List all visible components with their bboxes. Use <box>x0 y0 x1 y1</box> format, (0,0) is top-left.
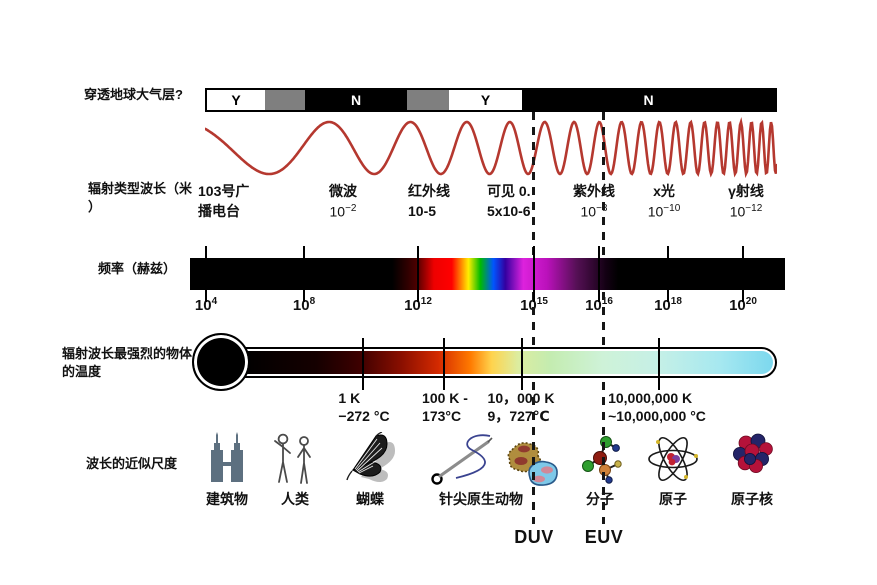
temp-tick <box>443 338 445 390</box>
temperature-thermometer-tube <box>238 347 777 378</box>
butterfly-icon <box>346 432 395 482</box>
freq-tick <box>667 246 669 302</box>
freq-tick <box>417 246 419 302</box>
scale-item-label: 人类 <box>281 491 309 507</box>
freq-tick-label: 1012 <box>404 296 432 314</box>
temp-tick-label: 1 K −272 °C <box>338 390 390 424</box>
band-visible: 可见 0. 5x10-6 <box>487 183 531 219</box>
temp-tick <box>362 338 364 390</box>
freq-tick-label: 1018 <box>654 296 682 314</box>
band-gamma: γ射线 10−12 <box>728 183 764 220</box>
molecule-icon <box>582 436 622 484</box>
humans-icon <box>274 433 311 484</box>
freq-tick <box>533 246 535 302</box>
temp-tick-label: 100 K - 173°C <box>422 390 468 424</box>
atmosphere-penetration-bar: Y N Y N <box>205 88 777 112</box>
segment-no: N <box>522 90 775 110</box>
band-radio: 103号广 播电台 <box>198 183 250 219</box>
band-infrared: 红外线 10-5 <box>408 183 450 219</box>
atom-icon <box>648 436 698 482</box>
segment-partial <box>407 90 449 110</box>
nucleus-icon <box>733 433 773 473</box>
needle-protozoa-icon <box>431 434 558 486</box>
frequency-row-label: 频率（赫兹） <box>98 261 177 276</box>
wavelength-chirp-wave <box>203 111 779 183</box>
euv-marker-line <box>602 112 605 524</box>
scale-item-label: 分子 <box>586 491 614 507</box>
band-microwave: 微波 10−2 <box>329 183 357 220</box>
scale-row-label: 波长的近似尺度 <box>86 456 178 471</box>
freq-tick <box>205 246 207 302</box>
temperature-gradient <box>242 351 773 374</box>
freq-tick <box>598 246 600 302</box>
band-ultraviolet: 紫外线 10−8 <box>573 183 615 220</box>
segment-no: N <box>305 90 407 110</box>
scale-item-label: 原子 <box>659 491 687 507</box>
scale-item-label: 原子核 <box>731 491 773 507</box>
atmosphere-row-label: 穿透地球大气层? <box>84 87 183 102</box>
freq-tick <box>742 246 744 302</box>
segment-partial <box>265 90 305 110</box>
segment-yes: Y <box>449 90 522 110</box>
buildings-icon <box>211 432 243 482</box>
temp-tick-label: 10，000 K 9，727℃ <box>487 390 555 424</box>
band-xray: x光 10−10 <box>647 183 681 220</box>
freq-tick-label: 1020 <box>729 296 757 314</box>
duv-label: DUV <box>514 527 554 547</box>
thermometer-bulb-icon <box>192 333 250 391</box>
scale-item-label: 蝴蝶 <box>356 491 384 507</box>
duv-marker-line <box>532 112 535 524</box>
temp-tick <box>521 338 523 390</box>
freq-tick-label: 104 <box>194 296 218 314</box>
radiation-row-label: 辐射类型波长（米 ） <box>88 181 193 214</box>
freq-tick-label: 108 <box>292 296 316 314</box>
temperature-row-label: 辐射波长最强烈的物体 的温度 <box>62 346 193 379</box>
wave-icon <box>203 116 779 179</box>
freq-tick <box>303 246 305 302</box>
segment-yes: Y <box>207 90 265 110</box>
frequency-spectrum-bar <box>190 258 785 290</box>
euv-label: EUV <box>584 527 624 547</box>
scale-item-label: 建筑物 <box>206 491 248 507</box>
freq-tick-label: 1016 <box>585 296 613 314</box>
temp-tick <box>658 338 660 390</box>
scale-item-label: 针尖原生动物 <box>439 491 523 507</box>
temp-tick-label: 10,000,000 K ~10,000,000 °C <box>608 390 706 424</box>
